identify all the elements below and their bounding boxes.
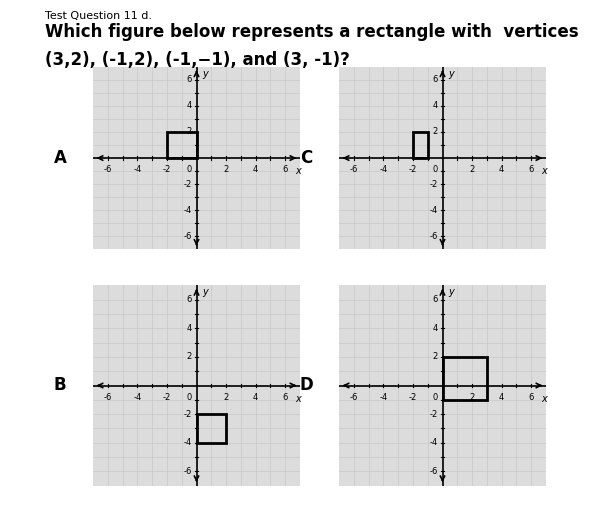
Text: 4: 4 [433, 101, 438, 111]
Text: -2: -2 [163, 165, 171, 174]
Text: 4: 4 [187, 324, 192, 333]
Text: y: y [448, 287, 454, 298]
Text: -2: -2 [409, 393, 417, 402]
Text: -2: -2 [163, 393, 171, 402]
Text: 4: 4 [253, 165, 258, 174]
Text: -6: -6 [430, 232, 438, 241]
Text: 6: 6 [187, 295, 192, 304]
Text: 4: 4 [433, 324, 438, 333]
Text: 2: 2 [433, 127, 438, 137]
Text: 6: 6 [529, 165, 534, 174]
Text: 2: 2 [433, 353, 438, 361]
Text: -2: -2 [409, 165, 417, 174]
Text: -6: -6 [350, 393, 358, 402]
Text: 2: 2 [223, 165, 229, 174]
Text: -6: -6 [104, 165, 112, 174]
Text: -6: -6 [350, 165, 358, 174]
Text: -4: -4 [430, 206, 438, 215]
Text: 6: 6 [283, 393, 288, 402]
Bar [197, 414, 226, 443]
Bar [413, 132, 428, 158]
Text: -4: -4 [379, 393, 388, 402]
Text: -4: -4 [184, 438, 192, 447]
Text: -6: -6 [104, 393, 112, 402]
Text: 4: 4 [499, 393, 504, 402]
Text: 0: 0 [433, 165, 438, 174]
Text: 2: 2 [223, 393, 229, 402]
Text: D: D [299, 376, 313, 395]
Text: -2: -2 [184, 410, 192, 418]
Text: 2: 2 [469, 165, 475, 174]
Text: -4: -4 [133, 165, 142, 174]
Text: 0: 0 [187, 393, 192, 402]
Text: 6: 6 [433, 295, 438, 304]
Text: C: C [300, 149, 312, 167]
Text: 6: 6 [433, 76, 438, 84]
Bar [443, 357, 487, 400]
Text: x: x [542, 394, 547, 404]
Text: y: y [448, 69, 454, 79]
Text: 2: 2 [187, 127, 192, 137]
Text: -6: -6 [184, 232, 192, 241]
Text: A: A [53, 149, 67, 167]
Text: -2: -2 [430, 179, 438, 189]
Text: 2: 2 [469, 393, 475, 402]
Text: -4: -4 [184, 206, 192, 215]
Text: -4: -4 [430, 438, 438, 447]
Text: 6: 6 [283, 165, 288, 174]
Text: 6: 6 [529, 393, 534, 402]
Text: x: x [296, 394, 301, 404]
Text: 4: 4 [499, 165, 504, 174]
Text: 2: 2 [187, 353, 192, 361]
Text: -6: -6 [184, 467, 192, 476]
Text: -2: -2 [430, 410, 438, 418]
Text: 4: 4 [253, 393, 258, 402]
Text: -2: -2 [184, 179, 192, 189]
Text: y: y [202, 69, 208, 79]
Text: 0: 0 [433, 393, 438, 402]
Text: 0: 0 [187, 165, 192, 174]
Text: B: B [53, 376, 67, 395]
Text: Test Question 11 d.: Test Question 11 d. [45, 11, 152, 21]
Text: y: y [202, 287, 208, 298]
Text: -6: -6 [430, 467, 438, 476]
Text: 4: 4 [187, 101, 192, 111]
Text: (3,2), (-1,2), (-1,−1), and (3, -1)?: (3,2), (-1,2), (-1,−1), and (3, -1)? [45, 51, 350, 69]
Bar [167, 132, 197, 158]
Text: x: x [296, 166, 301, 176]
Text: -4: -4 [133, 393, 142, 402]
Text: Which figure below represents a rectangle with  vertices: Which figure below represents a rectangl… [45, 23, 578, 41]
Text: x: x [542, 166, 547, 176]
Text: -4: -4 [379, 165, 388, 174]
Text: 6: 6 [187, 76, 192, 84]
